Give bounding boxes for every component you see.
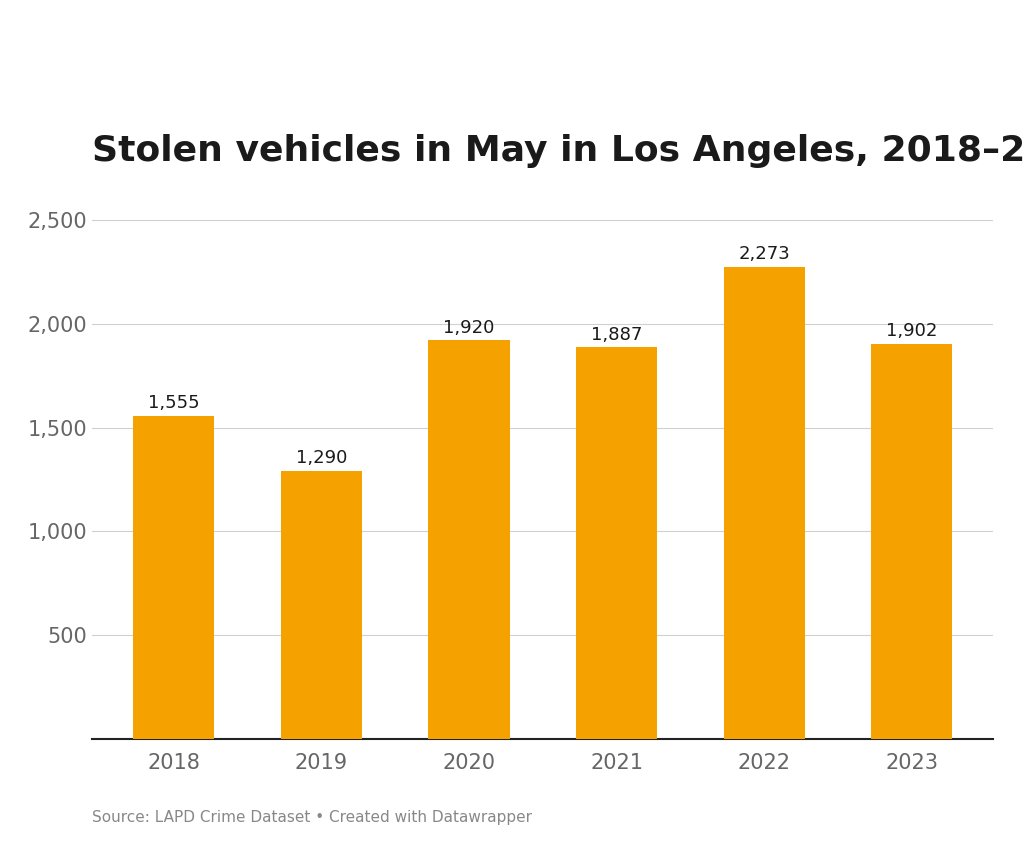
Text: 1,920: 1,920 <box>443 319 495 337</box>
Text: 1,555: 1,555 <box>147 394 200 412</box>
Text: 1,887: 1,887 <box>591 326 642 344</box>
Text: 1,290: 1,290 <box>296 449 347 467</box>
Bar <box>871 344 952 739</box>
Text: 1,902: 1,902 <box>886 322 937 340</box>
Text: Source: LAPD Crime Dataset • Created with Datawrapper: Source: LAPD Crime Dataset • Created wit… <box>92 810 532 825</box>
Bar <box>575 347 657 739</box>
Text: 2,273: 2,273 <box>738 246 790 264</box>
Bar <box>281 471 361 739</box>
Bar <box>724 267 805 739</box>
Bar <box>133 416 214 739</box>
Bar <box>428 340 510 739</box>
Text: Stolen vehicles in May in Los Angeles, 2018–2023: Stolen vehicles in May in Los Angeles, 2… <box>92 134 1024 168</box>
